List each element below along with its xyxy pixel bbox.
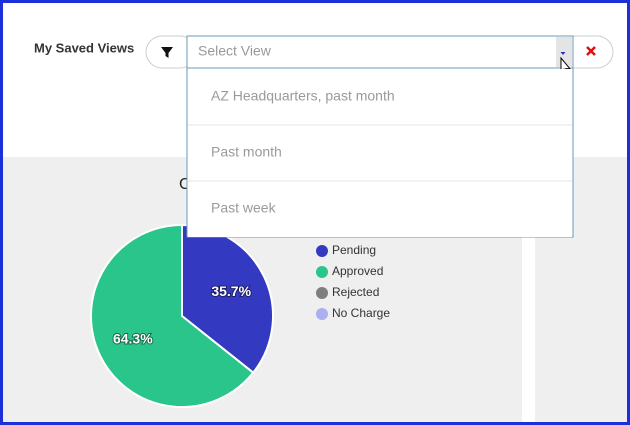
chart-title: C <box>179 176 191 193</box>
legend-swatch <box>316 287 328 299</box>
legend-swatch <box>316 245 328 257</box>
option-label: Past month <box>211 144 282 160</box>
legend-swatch <box>316 266 328 278</box>
dropdown-option[interactable] <box>188 69 572 125</box>
slice-label: 35.7% <box>211 283 251 299</box>
filter-icon <box>161 47 173 58</box>
legend-label: Pending <box>332 243 376 257</box>
pie-slice <box>90 223 255 408</box>
dropdown-option[interactable] <box>188 181 572 237</box>
legend-label: No Charge <box>332 306 390 320</box>
saved-views-label: My Saved Views <box>34 40 134 55</box>
legend-swatch <box>316 308 328 320</box>
option-label: AZ Headquarters, past month <box>211 88 395 104</box>
select-box[interactable] <box>186 35 574 69</box>
clear-icon <box>586 46 596 56</box>
legend-label: Approved <box>332 264 383 278</box>
dropdown-arrow <box>560 52 566 55</box>
dropdown-option[interactable] <box>188 125 572 181</box>
legend-label: Rejected <box>332 285 379 299</box>
slice-label: 64.3% <box>113 330 153 346</box>
select-placeholder: Select View <box>198 43 272 59</box>
option-label: Past week <box>211 200 277 216</box>
